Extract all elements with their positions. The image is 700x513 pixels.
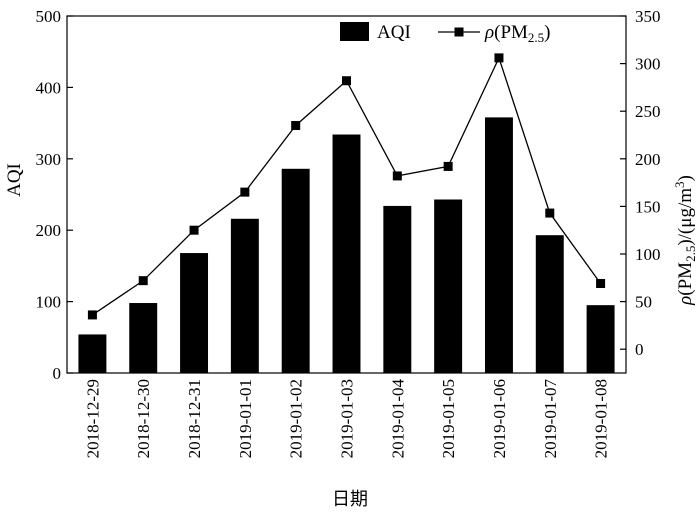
y-right-tick-label: 350 bbox=[635, 7, 661, 26]
x-tick-label: 2019-01-08 bbox=[592, 379, 611, 458]
x-tick-label: 2019-01-01 bbox=[236, 379, 255, 458]
pm25-point bbox=[240, 187, 250, 197]
x-tick-label: 2018-12-31 bbox=[185, 379, 204, 458]
y-right-tick-label: 200 bbox=[635, 150, 661, 169]
y-right-tick-label: 300 bbox=[635, 55, 661, 74]
y-left-tick-label: 300 bbox=[36, 150, 62, 169]
aqi-bar bbox=[230, 218, 259, 373]
x-tick-label: 2018-12-29 bbox=[83, 379, 102, 458]
pm25-line-series bbox=[87, 53, 606, 320]
y-left-tick-label: 200 bbox=[36, 221, 62, 240]
aqi-bar bbox=[332, 134, 361, 373]
pm25-point bbox=[494, 53, 504, 63]
pm25-point bbox=[342, 76, 351, 86]
y-right-tick-label: 0 bbox=[635, 340, 644, 359]
pm25-point bbox=[443, 161, 453, 171]
y-left-tick-label: 100 bbox=[36, 293, 62, 312]
pm25-point bbox=[392, 171, 402, 181]
x-tick-label: 2019-01-05 bbox=[439, 379, 458, 458]
x-tick-label: 2019-01-06 bbox=[490, 379, 509, 458]
y-left-tick-label: 400 bbox=[36, 78, 62, 97]
y-right-tick-label: 250 bbox=[635, 102, 661, 121]
aqi-bar bbox=[281, 168, 310, 373]
legend: AQI ρ(PM2.5) bbox=[340, 22, 551, 45]
legend-label-aqi: AQI bbox=[377, 22, 411, 43]
y-axis-right-title: ρ(PM2.5)/(μg/m3) bbox=[672, 175, 698, 306]
aqi-bar bbox=[484, 117, 513, 373]
pm25-point bbox=[291, 120, 301, 130]
aqi-bar bbox=[180, 253, 209, 373]
axes: 0 100 200 300 400 500 0 50 100 150 200 250 300 350 201… bbox=[36, 7, 661, 458]
pm25-point bbox=[138, 276, 148, 286]
aqi-bar bbox=[434, 199, 463, 373]
y-right-tick-label: 100 bbox=[635, 245, 661, 264]
y-right-tick-label: 150 bbox=[635, 197, 661, 216]
x-tick-label: 2018-12-30 bbox=[134, 379, 153, 458]
pm25-point bbox=[189, 225, 199, 235]
y-right-tick-label: 50 bbox=[635, 293, 652, 312]
x-tick-label: 2019-01-07 bbox=[541, 379, 560, 459]
pm25-point bbox=[596, 279, 606, 289]
y-left-tick-label: 0 bbox=[53, 364, 62, 383]
legend-marker-swatch bbox=[454, 27, 464, 37]
y-axis-left-title: AQI bbox=[4, 163, 25, 197]
aqi-bar bbox=[383, 205, 412, 373]
legend-label-pm25: ρ(PM2.5) bbox=[484, 22, 551, 45]
legend-bar-swatch bbox=[340, 22, 369, 41]
aqi-bars bbox=[78, 117, 615, 373]
x-tick-label: 2019-01-02 bbox=[287, 379, 306, 458]
aqi-bar bbox=[535, 235, 564, 373]
x-tick-label: 2019-01-03 bbox=[338, 379, 357, 458]
pm25-point bbox=[545, 208, 555, 218]
aqi-bar bbox=[78, 334, 107, 373]
aqi-bar bbox=[129, 303, 158, 373]
x-axis-title: 日期 bbox=[332, 489, 368, 510]
pm25-point bbox=[87, 310, 97, 320]
aqi-bar bbox=[586, 305, 615, 373]
x-tick-label: 2019-01-04 bbox=[388, 379, 407, 459]
y-left-tick-label: 500 bbox=[36, 7, 62, 26]
